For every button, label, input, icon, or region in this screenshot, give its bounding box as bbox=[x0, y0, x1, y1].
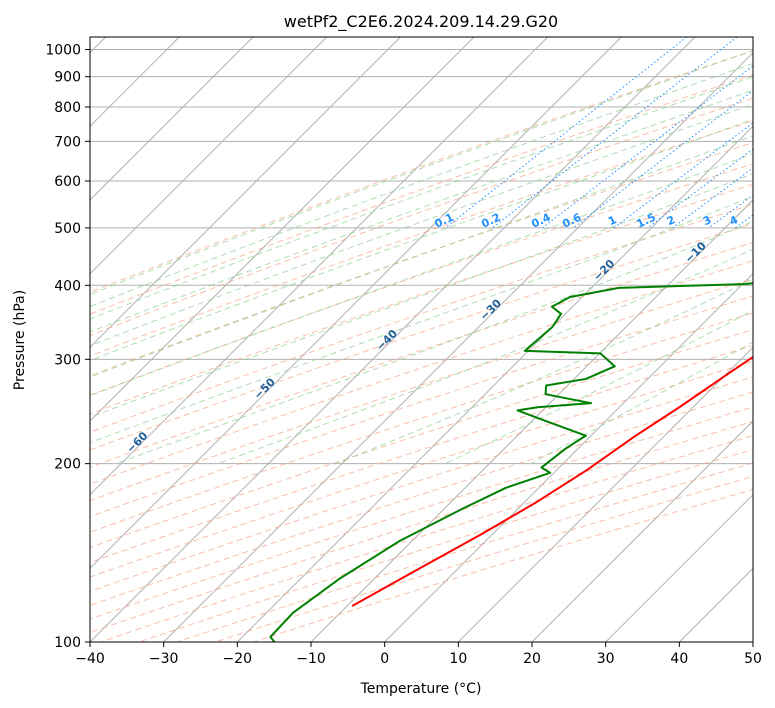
plot-frame bbox=[89, 36, 754, 643]
isotherm-line bbox=[90, 37, 475, 422]
x-tick-label: 10 bbox=[449, 651, 467, 667]
skewed-isotherms bbox=[90, 37, 753, 642]
isotherm-line bbox=[90, 37, 622, 570]
moist-adiabat-line bbox=[90, 195, 753, 444]
isotherm-line bbox=[90, 37, 401, 349]
x-tick-label: −30 bbox=[149, 651, 179, 667]
mixing-ratio-line bbox=[672, 167, 753, 229]
sounding-profiles bbox=[269, 282, 753, 642]
moist-adiabat-line bbox=[90, 50, 753, 296]
y-tick-label: 1000 bbox=[45, 43, 81, 59]
x-tick-label: −20 bbox=[223, 651, 253, 667]
x-tick-label: −10 bbox=[296, 651, 326, 667]
x-axis-title: Temperature (°C) bbox=[360, 681, 482, 697]
mixing-ratio-line bbox=[445, 37, 688, 229]
isotherm-line bbox=[236, 125, 753, 642]
y-tick-label: 400 bbox=[54, 278, 81, 294]
dry-adiabat-line bbox=[90, 142, 753, 377]
moist-adiabat-line bbox=[217, 248, 753, 465]
plot-area bbox=[90, 37, 753, 642]
dry-adiabats bbox=[90, 50, 753, 642]
dry-adiabat-line bbox=[100, 434, 753, 642]
mixing-ratio-line bbox=[613, 122, 753, 229]
isotherm-line bbox=[384, 272, 753, 642]
isotherm-line bbox=[90, 37, 254, 201]
isotherm-line bbox=[310, 199, 753, 642]
y-tick-label: 300 bbox=[54, 352, 81, 368]
dry-adiabat-line bbox=[253, 489, 753, 642]
isotherm-line bbox=[457, 346, 753, 642]
y-tick-label: 200 bbox=[54, 457, 81, 473]
dry-adiabat-line bbox=[90, 97, 753, 336]
isotherm-line bbox=[163, 51, 753, 642]
moist-adiabat-line bbox=[90, 135, 753, 378]
moist-adiabat-line bbox=[90, 118, 753, 362]
moist-adiabats bbox=[90, 50, 753, 465]
moist-adiabat-line bbox=[90, 76, 753, 320]
chart-title: wetPf2_C2E6.2024.209.14.29.G20 bbox=[284, 12, 558, 32]
isotherm-line bbox=[605, 493, 753, 642]
isotherm-line bbox=[90, 37, 328, 275]
dry-adiabat-line bbox=[90, 345, 753, 563]
isotherm-line bbox=[90, 37, 696, 642]
x-axis: −40 −30 −20 −10 0 10 20 30 40 50 bbox=[75, 642, 762, 667]
x-tick-label: 30 bbox=[597, 651, 615, 667]
y-tick-label: 600 bbox=[54, 174, 81, 190]
x-tick-label: 50 bbox=[744, 651, 762, 667]
temperature-profile-line bbox=[351, 355, 753, 607]
x-tick-label: 0 bbox=[380, 651, 389, 667]
moist-adiabat-line bbox=[90, 153, 753, 397]
x-tick-label: 40 bbox=[670, 651, 688, 667]
y-tick-label: 500 bbox=[54, 221, 81, 237]
dry-adiabat-line bbox=[90, 328, 753, 549]
mixing-ratio-line bbox=[542, 65, 753, 229]
moist-adiabat-line bbox=[335, 278, 753, 465]
moist-adiabat-line bbox=[90, 173, 753, 418]
isotherm-line bbox=[531, 420, 753, 642]
dry-adiabat-line bbox=[176, 462, 753, 642]
dry-adiabat-line bbox=[215, 475, 753, 642]
y-axis: 100 200 300 400 500 600 700 800 900 1000 bbox=[45, 43, 90, 651]
isotherm-line bbox=[90, 37, 549, 496]
isobar-gridlines bbox=[90, 49, 753, 642]
moist-adiabat-line bbox=[90, 62, 753, 308]
y-tick-label: 800 bbox=[54, 100, 81, 116]
y-tick-label: 900 bbox=[54, 70, 81, 86]
dry-adiabat-line bbox=[90, 163, 753, 396]
y-tick-label: 100 bbox=[54, 635, 81, 651]
mixing-ratio-lines bbox=[445, 37, 753, 229]
dewpoint-profile-line bbox=[269, 282, 753, 642]
x-tick-label: 20 bbox=[523, 651, 541, 667]
y-axis-title: Pressure (hPa) bbox=[12, 290, 28, 390]
dry-adiabat-line bbox=[90, 120, 753, 357]
y-tick-label: 700 bbox=[54, 134, 81, 150]
dry-adiabat-line bbox=[90, 50, 753, 293]
x-tick-label: −40 bbox=[75, 651, 105, 667]
dry-adiabat-line bbox=[138, 448, 753, 642]
